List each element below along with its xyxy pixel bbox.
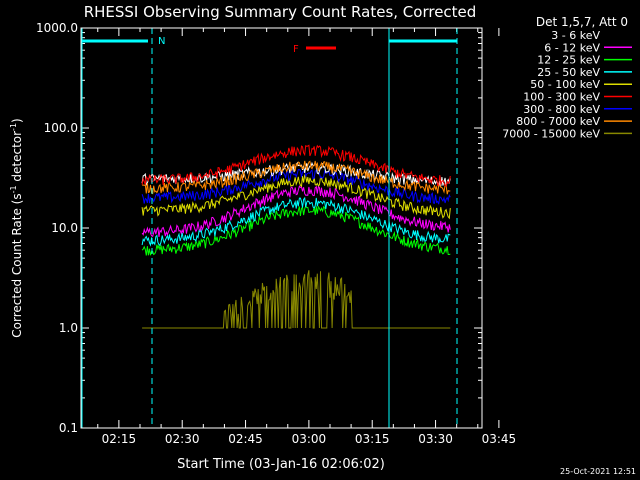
y-axis-label-main: Corrected Count Rate (s — [10, 193, 24, 337]
flag-layer: NF — [81, 28, 458, 428]
series-line-1 — [141, 185, 451, 238]
series-line-2 — [141, 204, 451, 256]
x-tick-label: 02:15 — [102, 432, 137, 446]
y-axis-label-mid: detector — [10, 131, 24, 186]
series-line-4 — [141, 174, 451, 220]
x-axis-label: Start Time (03-Jan-16 02:06:02) — [177, 457, 385, 472]
y-tick-label: 1.0 — [59, 321, 78, 335]
series-line-6 — [141, 168, 451, 205]
legend-label: 25 - 50 keV — [537, 66, 600, 79]
flag-f-label: F — [293, 44, 299, 55]
y-tick-label: 0.1 — [59, 421, 78, 435]
y-axis-label-sup1: -1 — [9, 185, 18, 193]
legend-label: 300 - 800 keV — [523, 103, 600, 116]
series-line-7 — [142, 160, 451, 195]
x-tick-label: 03:30 — [418, 432, 453, 446]
y-axis-label-sup2: -1 — [9, 123, 18, 131]
legend-title: Det 1,5,7, Att 0 — [536, 15, 628, 29]
x-tick-label: 03:00 — [292, 432, 327, 446]
y-axis-label: Corrected Count Rate (s-1 detector-1) — [9, 118, 24, 337]
series-layer — [141, 144, 451, 329]
flag-n-label: N — [158, 36, 165, 47]
series-line-8 — [142, 270, 451, 329]
legend-label: 3 - 6 keV — [551, 29, 600, 42]
legend-label: 12 - 25 keV — [537, 54, 600, 67]
x-tick-label: 03:15 — [355, 432, 390, 446]
legend-label: 50 - 100 keV — [530, 78, 600, 91]
x-tick-label: 02:30 — [165, 432, 200, 446]
footer-date: 25-Oct-2021 12:51 — [560, 467, 636, 476]
x-axis-ticks: 02:15 02:30 02:45 03:00 03:15 03:30 03:45 — [97, 28, 517, 446]
legend-label: 7000 - 15000 keV — [502, 127, 600, 140]
series-line-3 — [141, 196, 451, 247]
y-tick-label: 100.0 — [44, 121, 78, 135]
x-tick-label: 03:45 — [482, 432, 517, 446]
y-tick-label: 1000.0 — [36, 21, 78, 35]
series-line-5 — [141, 144, 451, 187]
legend-label: 6 - 12 keV — [544, 41, 600, 54]
y-tick-label: 10.0 — [51, 221, 78, 235]
y-axis-label-end: ) — [10, 118, 24, 123]
x-tick-label: 02:45 — [228, 432, 263, 446]
y-axis-ticks: 1000.0 100.0 10.0 1.0 0.1 — [36, 21, 482, 435]
legend-label: 800 - 7000 keV — [516, 115, 600, 128]
plot-frame — [80, 27, 483, 429]
legend-label: 100 - 300 keV — [523, 91, 600, 104]
chart-title: RHESSI Observing Summary Count Rates, Co… — [84, 3, 477, 21]
